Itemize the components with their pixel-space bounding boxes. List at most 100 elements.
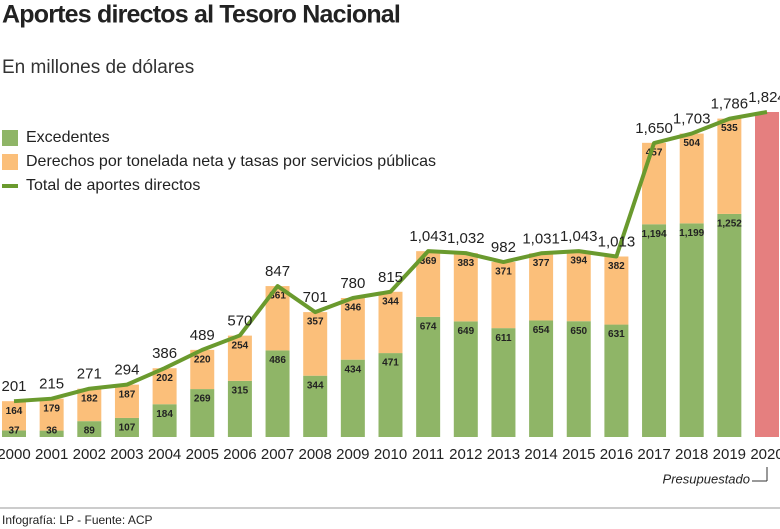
bar-excedentes [114, 417, 139, 437]
bar-derechos [39, 398, 64, 431]
total-label: 1,032 [447, 230, 485, 247]
total-label: 489 [190, 327, 215, 344]
bar-excedentes [77, 421, 102, 437]
value-label: 164 [6, 406, 23, 417]
value-label: 649 [457, 326, 474, 337]
total-label: 1,043 [409, 228, 447, 245]
value-label: 535 [721, 123, 738, 134]
bar-excedentes [566, 321, 591, 437]
value-label: 1,194 [642, 229, 667, 240]
bar-derechos [378, 291, 403, 354]
value-label: 107 [119, 423, 136, 434]
legend-swatch [2, 130, 18, 146]
x-tick-label: 2012 [449, 446, 482, 463]
total-label: 1,043 [560, 228, 598, 245]
total-label: 1,824 [748, 89, 780, 106]
bar-excedentes [642, 224, 667, 437]
bar-excedentes [227, 380, 252, 437]
x-tick-label: 2020 [750, 446, 780, 463]
bar-excedentes [303, 375, 328, 437]
total-label: 1,703 [673, 111, 711, 128]
x-tick-label: 2006 [223, 446, 256, 463]
value-label: 344 [307, 380, 324, 391]
total-line [13, 110, 768, 404]
bar-derechos [453, 253, 478, 322]
bar-derechos [679, 133, 704, 224]
bar-excedentes [2, 430, 26, 437]
value-label: 383 [457, 258, 474, 269]
value-label: 36 [46, 426, 58, 437]
value-label: 346 [345, 303, 362, 314]
value-label: 457 [646, 147, 663, 158]
x-tick-label: 2010 [374, 446, 407, 463]
total-label: 1,013 [598, 233, 636, 250]
value-label: 220 [194, 355, 211, 366]
bar-excedentes [416, 316, 441, 437]
value-label: 179 [43, 403, 60, 414]
x-tick-label: 2007 [261, 446, 294, 463]
annotation: Presupuestado [663, 471, 750, 486]
x-tick-label: 2004 [148, 446, 181, 463]
bar-derechos [190, 349, 215, 390]
total-label: 271 [77, 366, 102, 383]
value-label: 650 [570, 326, 587, 337]
x-tick-label: 2009 [336, 446, 369, 463]
x-tick-label: 2017 [637, 446, 670, 463]
chart-subtitle: En millones de dólares [2, 57, 194, 78]
value-label: 394 [570, 256, 587, 267]
value-label: 654 [533, 325, 550, 336]
bar-excedentes [378, 353, 403, 437]
x-tick-label: 2003 [110, 446, 143, 463]
bar-derechos [2, 401, 26, 431]
bar-derechos [529, 253, 554, 321]
value-label: 504 [683, 138, 700, 149]
value-label: 611 [495, 333, 512, 344]
x-tick-label: 2018 [675, 446, 708, 463]
total-label: 847 [265, 263, 290, 280]
value-label: 89 [84, 426, 96, 437]
value-label: 357 [307, 317, 324, 328]
x-tick-label: 2008 [299, 446, 332, 463]
chart-title: Aportes directos al Tesoro Nacional [2, 1, 400, 29]
total-label: 1,786 [711, 96, 749, 113]
value-label: 269 [194, 394, 211, 405]
value-label: 202 [156, 373, 173, 384]
bar-excedentes [679, 223, 704, 437]
x-tick-label: 2015 [562, 446, 595, 463]
value-label: 486 [269, 355, 286, 366]
x-tick-label: 2014 [524, 446, 557, 463]
value-label: 187 [119, 389, 136, 400]
x-tick-label: 2016 [600, 446, 633, 463]
value-label: 37 [8, 426, 20, 437]
total-label: 215 [39, 376, 64, 393]
total-label: 815 [378, 269, 403, 286]
total-label: 701 [303, 289, 328, 306]
legend-label: Derechos por tonelada neta y tasas por s… [26, 153, 436, 170]
legend-label: Total de aportes directos [26, 177, 200, 194]
x-tick-label: 2001 [35, 446, 68, 463]
value-label: 674 [420, 322, 437, 333]
total-label: 570 [227, 312, 252, 329]
bar-excedentes [717, 213, 742, 437]
bar-derechos [604, 256, 629, 325]
bar-excedentes [491, 328, 516, 437]
bar-excedentes [152, 404, 177, 437]
value-label: 1,252 [717, 219, 742, 230]
bar-budget [755, 112, 779, 437]
bar-derechos [717, 118, 742, 214]
total-label: 201 [1, 378, 26, 395]
total-label: 294 [114, 362, 139, 379]
bar-derechos [340, 298, 365, 360]
bar-derechos [77, 388, 102, 422]
value-label: 369 [420, 256, 437, 267]
total-label: 1,031 [522, 230, 560, 247]
x-tick-label: 2011 [412, 446, 444, 463]
x-tick-label: 2005 [186, 446, 219, 463]
value-label: 377 [533, 258, 550, 269]
bar-excedentes [529, 320, 554, 437]
source: Infografía: LP - Fuente: ACP [2, 513, 153, 527]
value-label: 1,199 [679, 228, 704, 239]
value-label: 434 [345, 364, 362, 375]
value-label: 254 [232, 340, 249, 351]
legend-label: Excedentes [26, 129, 110, 146]
